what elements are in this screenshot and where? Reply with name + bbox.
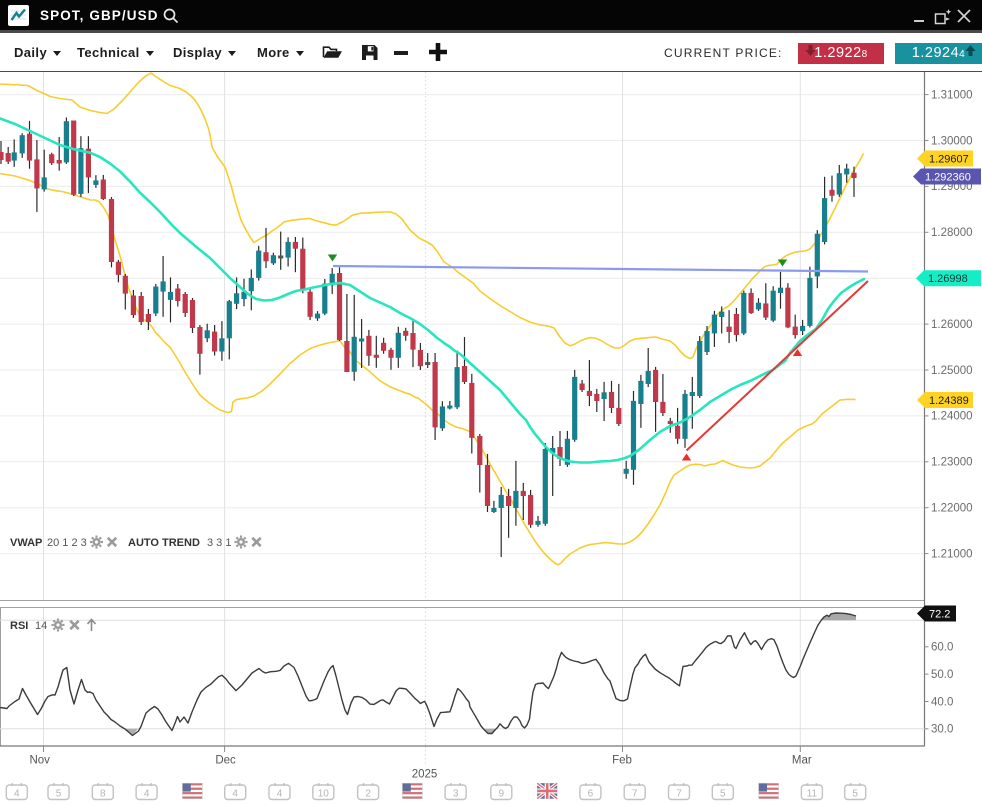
svg-text:Feb: Feb bbox=[612, 755, 632, 767]
svg-text:60.0: 60.0 bbox=[931, 642, 953, 654]
svg-text:1.31000: 1.31000 bbox=[931, 89, 973, 101]
svg-text:VWAP: VWAP bbox=[10, 537, 42, 549]
svg-text:30.0: 30.0 bbox=[931, 724, 953, 736]
svg-text:6: 6 bbox=[588, 789, 594, 800]
svg-text:5: 5 bbox=[852, 789, 858, 800]
svg-text:4: 4 bbox=[277, 789, 283, 800]
svg-text:Nov: Nov bbox=[29, 755, 50, 767]
svg-text:2025: 2025 bbox=[412, 769, 438, 781]
svg-text:1.24389: 1.24389 bbox=[929, 395, 969, 407]
svg-text:1.26998: 1.26998 bbox=[928, 273, 968, 285]
svg-text:1.24000: 1.24000 bbox=[931, 411, 973, 423]
svg-text:5: 5 bbox=[56, 789, 62, 800]
svg-text:AUTO TREND: AUTO TREND bbox=[128, 537, 200, 549]
svg-text:4: 4 bbox=[144, 789, 150, 800]
svg-text:RSI: RSI bbox=[10, 620, 28, 632]
svg-text:7: 7 bbox=[632, 789, 638, 800]
svg-text:1.23000: 1.23000 bbox=[931, 457, 973, 469]
svg-text:2: 2 bbox=[365, 789, 371, 800]
svg-text:14: 14 bbox=[35, 620, 47, 632]
svg-text:1.22000: 1.22000 bbox=[931, 503, 973, 515]
svg-text:3 3 1: 3 3 1 bbox=[207, 537, 231, 549]
svg-text:1.292360: 1.292360 bbox=[925, 171, 971, 183]
svg-text:4: 4 bbox=[232, 789, 238, 800]
svg-text:3: 3 bbox=[453, 789, 459, 800]
svg-text:1.30000: 1.30000 bbox=[931, 135, 973, 147]
svg-text:11: 11 bbox=[807, 789, 818, 800]
svg-text:7: 7 bbox=[676, 789, 682, 800]
svg-text:1.26000: 1.26000 bbox=[931, 319, 973, 331]
svg-text:1.28000: 1.28000 bbox=[931, 227, 973, 239]
svg-text:50.0: 50.0 bbox=[931, 669, 953, 681]
svg-text:Dec: Dec bbox=[215, 755, 236, 767]
svg-text:72.2: 72.2 bbox=[929, 608, 950, 620]
svg-text:8: 8 bbox=[100, 789, 106, 800]
svg-text:1.25000: 1.25000 bbox=[931, 365, 973, 377]
svg-text:40.0: 40.0 bbox=[931, 696, 953, 708]
svg-text:1.21000: 1.21000 bbox=[931, 548, 973, 560]
svg-text:1.29607: 1.29607 bbox=[929, 153, 969, 165]
svg-text:20 1 2 3: 20 1 2 3 bbox=[47, 537, 87, 549]
svg-text:10: 10 bbox=[318, 789, 330, 800]
svg-text:5: 5 bbox=[720, 789, 726, 800]
svg-text:4: 4 bbox=[14, 789, 20, 800]
svg-text:Mar: Mar bbox=[792, 755, 812, 767]
svg-text:9: 9 bbox=[499, 789, 505, 800]
